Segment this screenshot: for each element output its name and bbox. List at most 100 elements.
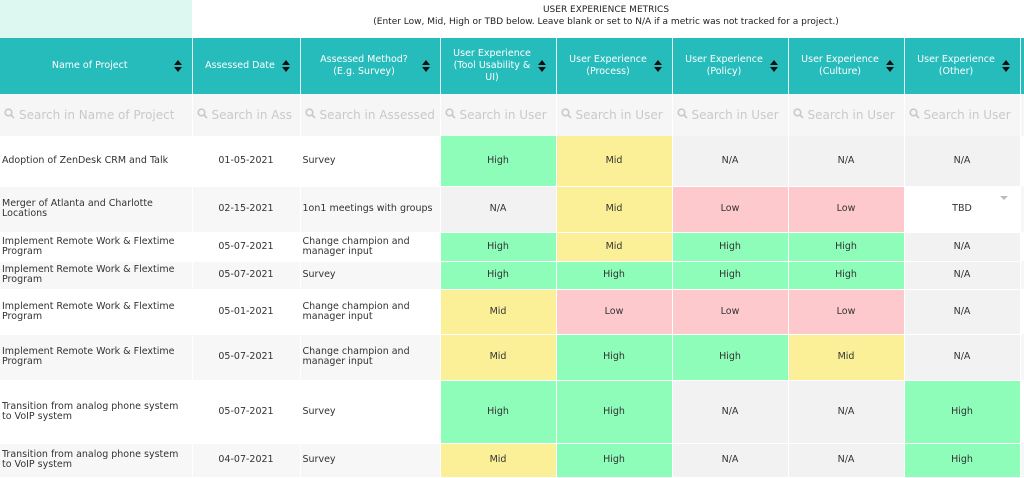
metric-cell[interactable]: High — [904, 443, 1021, 478]
row-edge — [1020, 380, 1024, 443]
search-placeholder: Search in User — [691, 107, 779, 122]
metric-cell[interactable]: TBD — [904, 186, 1021, 233]
search-icon — [196, 108, 208, 122]
cell: Survey — [300, 380, 441, 444]
metric-cell[interactable]: High — [904, 380, 1021, 444]
metric-cell[interactable]: High — [788, 261, 905, 290]
metric-cell[interactable]: High — [556, 380, 673, 444]
sort-icon[interactable] — [885, 60, 894, 72]
cell: Implement Remote Work & Flextime Program — [0, 232, 193, 262]
dropdown-arrow[interactable] — [999, 195, 1008, 200]
column-title: User Experience (Process) — [569, 54, 647, 77]
header-row: Name of Project Assessed Date Assessed Met… — [0, 38, 1024, 94]
column-title: Assessed Method? (E.g. Survey) — [320, 54, 408, 77]
column-header[interactable]: Assessed Date — [192, 38, 301, 94]
metric-cell[interactable]: High — [556, 334, 673, 381]
search-placeholder: Search in Name of Project — [19, 107, 175, 122]
search-cell[interactable]: Search in Name of Project — [0, 94, 193, 136]
metric-cell[interactable]: N/A — [904, 261, 1021, 290]
metric-cell[interactable]: High — [556, 443, 673, 478]
search-cell[interactable]: Search in User — [440, 94, 557, 136]
metric-cell[interactable]: Low — [672, 289, 789, 335]
search-cell[interactable]: Search in Ass — [192, 94, 301, 136]
column-header[interactable]: Assessed Method? (E.g. Survey) — [300, 38, 441, 94]
search-cell[interactable]: Search in User — [556, 94, 673, 136]
row-edge — [1020, 186, 1024, 232]
cell: 05-07-2021 — [192, 261, 301, 290]
search-icon — [4, 108, 15, 122]
metric-cell[interactable]: N/A — [672, 136, 789, 187]
sort-icon[interactable] — [173, 60, 182, 72]
metric-cell[interactable]: Mid — [440, 289, 557, 335]
metric-cell[interactable]: N/A — [904, 232, 1021, 262]
column-header[interactable]: User Experience (Process) — [556, 38, 673, 94]
cell: 05-07-2021 — [192, 334, 301, 381]
metric-cell[interactable]: Mid — [556, 136, 673, 187]
row-edge — [1020, 261, 1024, 289]
search-icon — [560, 108, 572, 122]
column-header[interactable]: User Experience (Other) — [904, 38, 1021, 94]
metric-cell[interactable]: Mid — [556, 232, 673, 262]
metric-cell[interactable]: Mid — [788, 334, 905, 381]
metric-cell[interactable]: N/A — [672, 443, 789, 478]
table-row: Transition from analog phone system to V… — [0, 443, 1024, 478]
table-row: Adoption of ZenDesk CRM and Talk 01-05-20… — [0, 136, 1024, 187]
metric-cell[interactable]: N/A — [672, 380, 789, 444]
search-cell[interactable]: Search in User — [672, 94, 789, 136]
cell: 01-05-2021 — [192, 136, 301, 187]
search-cell[interactable]: Search in User — [904, 94, 1021, 136]
metric-cell[interactable]: Low — [556, 289, 673, 335]
column-title: User Experience (Tool Usability & UI) — [453, 48, 531, 83]
metric-cell[interactable]: N/A — [788, 136, 905, 187]
row-edge — [1020, 232, 1024, 261]
search-placeholder: Search in Ass — [211, 107, 293, 122]
sort-icon[interactable] — [769, 60, 778, 72]
metric-cell[interactable]: Low — [788, 186, 905, 233]
metric-cell[interactable]: Mid — [440, 334, 557, 381]
subtitle: (Enter Low, Mid, High or TBD below. Leav… — [373, 17, 839, 27]
metric-cell[interactable]: High — [440, 136, 557, 187]
sort-icon[interactable] — [537, 60, 546, 72]
search-cell[interactable]: Search in Assessed — [300, 94, 441, 136]
table-row: Implement Remote Work & Flextime Program… — [0, 334, 1024, 381]
cell: Transition from analog phone system to V… — [0, 443, 193, 478]
metric-cell[interactable]: N/A — [440, 186, 557, 233]
search-icon — [792, 108, 804, 122]
column-title: User Experience (Policy) — [685, 54, 763, 77]
metric-cell[interactable]: Low — [672, 186, 789, 233]
metric-cell[interactable]: High — [672, 232, 789, 262]
metric-cell[interactable]: High — [440, 380, 557, 444]
column-header[interactable]: User Experience (Policy) — [672, 38, 789, 94]
metric-cell[interactable]: High — [556, 261, 673, 290]
sort-icon[interactable] — [653, 60, 662, 72]
metric-cell[interactable]: N/A — [904, 136, 1021, 187]
column-header[interactable]: User Experience (Tool Usability & UI) — [440, 38, 557, 94]
search-cell[interactable]: Search in User — [788, 94, 905, 136]
search-placeholder: Search in User — [923, 107, 1011, 122]
sort-icon[interactable] — [281, 60, 290, 72]
search-icon — [676, 108, 688, 122]
metric-cell[interactable]: High — [788, 232, 905, 262]
metric-cell[interactable]: High — [672, 334, 789, 381]
metric-cell[interactable]: Mid — [556, 186, 673, 233]
sort-icon[interactable] — [421, 60, 430, 72]
table-row: Implement Remote Work & Flextime Program… — [0, 232, 1024, 262]
sort-icon[interactable] — [1001, 60, 1010, 72]
metric-cell[interactable]: High — [440, 261, 557, 290]
metric-cell[interactable]: N/A — [904, 289, 1021, 335]
search-placeholder: Search in Assessed — [319, 107, 435, 122]
metric-cell[interactable]: High — [672, 261, 789, 290]
metric-cell[interactable]: N/A — [788, 380, 905, 444]
column-header[interactable]: Name of Project — [0, 38, 193, 94]
metric-cell[interactable]: N/A — [788, 443, 905, 478]
row-edge — [1020, 289, 1024, 334]
cell: Implement Remote Work & Flextime Program — [0, 261, 193, 290]
metric-cell[interactable]: Low — [788, 289, 905, 335]
column-header[interactable]: User Experience (Culture) — [788, 38, 905, 94]
metric-cell[interactable]: Mid — [440, 443, 557, 478]
metric-cell[interactable]: High — [440, 232, 557, 262]
cell: Implement Remote Work & Flextime Program — [0, 289, 193, 335]
metric-cell[interactable]: N/A — [904, 334, 1021, 381]
